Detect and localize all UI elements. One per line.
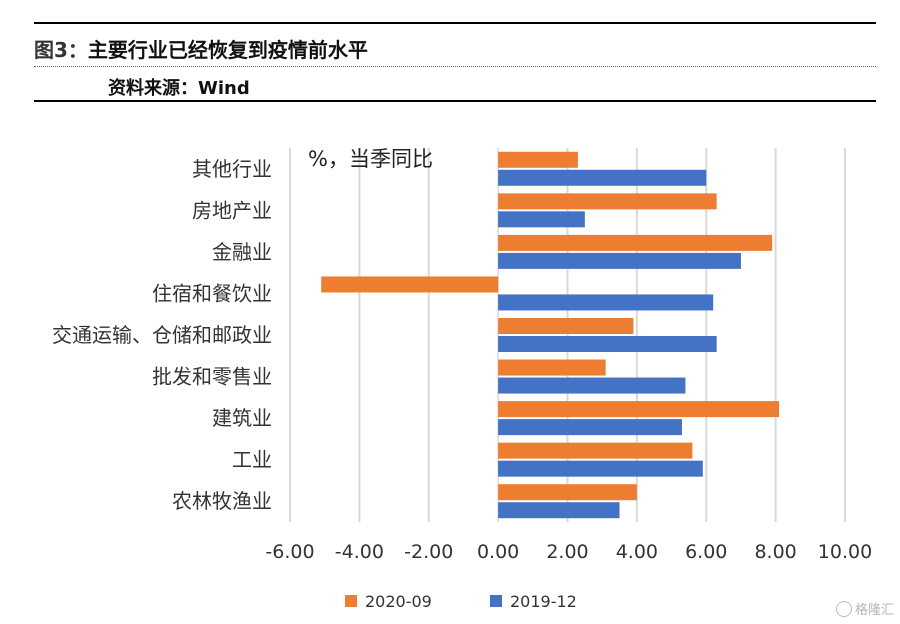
x-tick-label: 0.00 bbox=[477, 541, 519, 563]
legend-swatch-2020-09 bbox=[345, 595, 357, 607]
watermark-text: 格隆汇 bbox=[854, 603, 894, 618]
category-label: 农林牧渔业 bbox=[172, 489, 272, 513]
figure-label: 图3： bbox=[34, 38, 88, 62]
category-label: 房地产业 bbox=[192, 198, 272, 222]
header-dotted-rule bbox=[34, 66, 876, 67]
bar-2020-09 bbox=[498, 318, 634, 334]
chart-grid bbox=[289, 148, 846, 522]
x-tick-label: 6.00 bbox=[685, 541, 727, 563]
bar-2019-12 bbox=[498, 377, 686, 394]
figure-title-text: 主要行业已经恢复到疫情前水平 bbox=[87, 38, 368, 62]
bar-2019-12 bbox=[498, 294, 714, 311]
bar-2020-09 bbox=[498, 359, 606, 376]
bar-2020-09 bbox=[321, 276, 499, 293]
bar-2020-09 bbox=[498, 234, 773, 251]
x-tick-label: 8.00 bbox=[754, 541, 796, 563]
x-tick-label: 2.00 bbox=[546, 541, 588, 563]
bar-2020-09 bbox=[498, 442, 693, 459]
legend-label: 2019-12 bbox=[510, 592, 577, 611]
x-tick-label: -6.00 bbox=[265, 541, 314, 563]
category-labels: 其他行业房地产业金融业住宿和餐饮业交通运输、仓储和邮政业批发和零售业建筑业工业农… bbox=[52, 157, 272, 513]
bar-2019-12 bbox=[498, 211, 585, 228]
bar-2020-09 bbox=[498, 401, 780, 418]
category-label: 交通运输、仓储和邮政业 bbox=[52, 323, 272, 347]
bar-2020-09 bbox=[498, 193, 717, 210]
legend-swatch-2019-12 bbox=[490, 595, 502, 607]
bar-2020-09 bbox=[498, 484, 637, 501]
x-tick-labels: -6.00 -4.00 -2.00 0.00 2.00 4.00 6.00 8.00 10.00 bbox=[265, 541, 872, 563]
legend-label: 2020-09 bbox=[365, 592, 432, 611]
category-label: 批发和零售业 bbox=[152, 365, 272, 389]
category-label: 住宿和餐饮业 bbox=[152, 281, 272, 305]
unit-label: %，当季同比 bbox=[308, 147, 433, 171]
category-label: 金融业 bbox=[212, 240, 272, 264]
bar-2020-09 bbox=[498, 151, 578, 168]
x-tick-label: 10.00 bbox=[818, 541, 872, 563]
category-label: 其他行业 bbox=[192, 157, 272, 181]
x-tick-label: -4.00 bbox=[335, 541, 384, 563]
header-bottom-rule bbox=[34, 100, 876, 102]
bar-2019-12 bbox=[498, 336, 717, 352]
category-label: 建筑业 bbox=[212, 406, 272, 430]
category-label: 工业 bbox=[232, 448, 272, 472]
watermark-logo-icon bbox=[835, 601, 852, 617]
x-tick-label: -2.00 bbox=[404, 541, 453, 563]
source-note: 资料来源：Wind bbox=[108, 78, 250, 99]
bar-2019-12 bbox=[498, 460, 703, 477]
watermark: 格隆汇 bbox=[835, 599, 894, 618]
bar-2019-12 bbox=[498, 169, 707, 186]
bar-2019-12 bbox=[498, 419, 682, 436]
bar-2019-12 bbox=[498, 502, 620, 519]
x-tick-label: 4.00 bbox=[616, 541, 658, 563]
figure-title: 图3：主要行业已经恢复到疫情前水平 bbox=[34, 34, 368, 63]
bar-2019-12 bbox=[498, 252, 741, 269]
header-top-rule bbox=[34, 22, 876, 24]
chart-legend: 2020-09 2019-12 bbox=[345, 592, 577, 611]
chart-bars bbox=[321, 151, 780, 519]
